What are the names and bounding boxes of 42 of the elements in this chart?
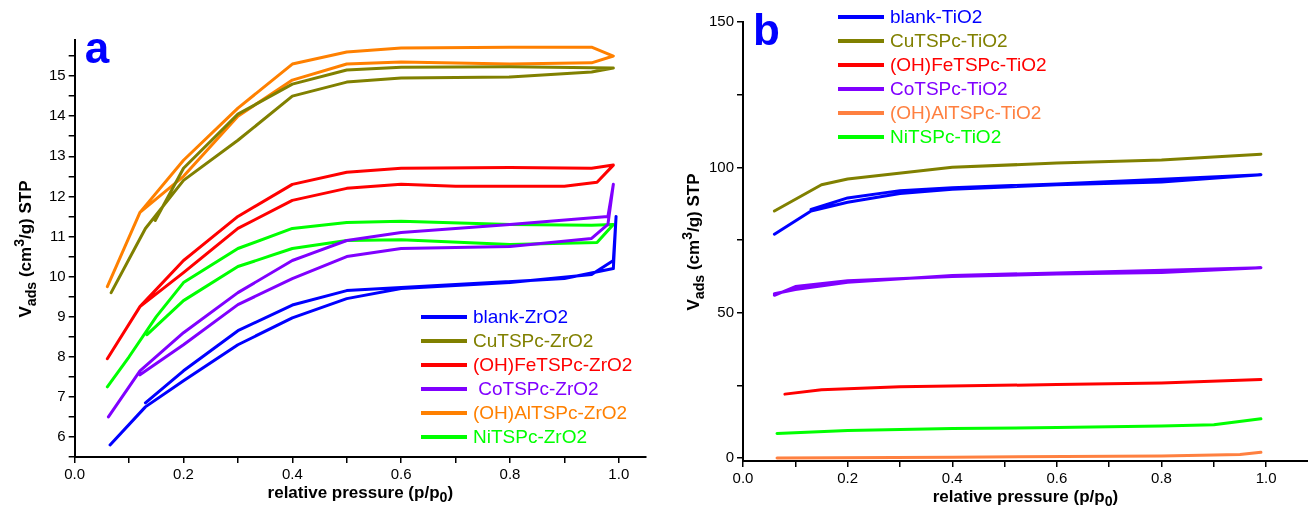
x-axis-title: relative pressure (p/p$_{0}$) — [931, 487, 1120, 510]
legend-label: NiTSPc-ZrO2 — [473, 425, 587, 449]
legend-label: (OH)FeTSPc-ZrO2 — [473, 353, 633, 377]
legend-label: (OH)AlTSPc-TiO2 — [890, 101, 1042, 125]
legend-label: CuTSPc-TiO2 — [890, 29, 1008, 53]
y-tick-label: 50 — [717, 302, 735, 320]
chart-title: a — [84, 23, 110, 72]
y-tick-label: 11 — [50, 226, 66, 244]
y-tick-label: 0 — [725, 448, 735, 466]
x-tick-label: 0.2 — [173, 465, 194, 483]
x-tick-label: 0.6 — [1046, 469, 1068, 487]
legend-label: NiTSPc-TiO2 — [890, 125, 1002, 149]
legend-label: CoTSPc-TiO2 — [890, 77, 1008, 101]
x-tick-label: 1.0 — [1255, 469, 1277, 487]
legend-label: CuTSPc-ZrO2 — [473, 329, 594, 353]
legend-label: blank-TiO2 — [890, 5, 983, 29]
y-tick-label: 10 — [49, 266, 66, 284]
y-tick-label: 6 — [57, 427, 66, 445]
legend-label: (OH)FeTSPc-TiO2 — [890, 53, 1047, 77]
x-tick-label: 0.4 — [281, 465, 303, 483]
x-tick-label: 0.0 — [732, 469, 754, 487]
y-tick-label: 12 — [49, 186, 66, 204]
x-tick-label: 0.8 — [499, 465, 521, 483]
legend-label: (OH)AlTSPc-ZrO2 — [473, 401, 628, 425]
y-tick-label: 14 — [49, 106, 66, 124]
legend-label: CoTSPc-ZrO2 — [477, 377, 599, 401]
x-tick-label: 0.0 — [64, 465, 86, 483]
x-axis-title: relative pressure (p/p$_{0}$) — [266, 483, 455, 506]
y-tick-label: 13 — [49, 146, 66, 164]
y-tick-label: 9 — [57, 306, 66, 324]
y-tick-label: 15 — [49, 66, 66, 84]
chart-title: b — [753, 5, 780, 54]
y-tick-label: 150 — [709, 12, 735, 30]
x-tick-label: 0.8 — [1151, 469, 1172, 487]
x-tick-label: 0.4 — [941, 469, 963, 487]
y-tick-label: 100 — [709, 157, 735, 175]
y-tick-label: 8 — [57, 346, 66, 364]
x-tick-label: 0.6 — [390, 465, 412, 483]
y-tick-label: 7 — [57, 387, 66, 404]
x-tick-label: 1.0 — [608, 465, 630, 483]
legend-label: blank-ZrO2 — [473, 305, 569, 329]
x-tick-label: 0.2 — [837, 469, 859, 487]
